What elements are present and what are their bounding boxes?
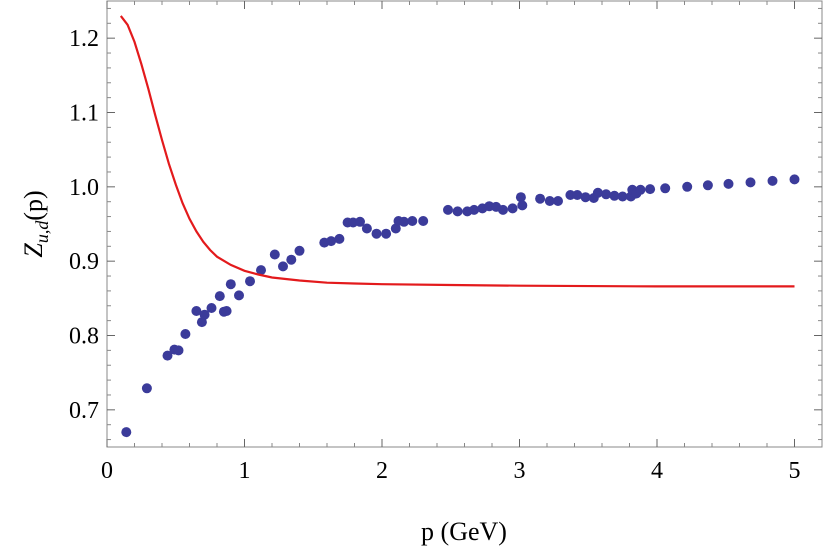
- y-axis-title: Zu,d(p): [19, 190, 52, 257]
- data-point: [180, 329, 191, 339]
- plot-frame: [106, 0, 823, 448]
- data-point: [162, 350, 173, 361]
- data-point: [121, 427, 132, 438]
- y-tick-label: 0.8: [69, 324, 99, 350]
- data-point: [326, 236, 337, 247]
- data-point: [723, 178, 734, 189]
- data-point: [452, 206, 463, 217]
- data-point: [381, 228, 392, 239]
- y-axis-title-main: Z: [19, 243, 48, 258]
- data-point: [544, 196, 555, 206]
- data-point: [334, 233, 345, 244]
- data-point: [635, 184, 646, 195]
- data-point: [294, 245, 305, 256]
- data-point: [565, 190, 576, 200]
- data-point: [199, 309, 210, 320]
- y-axis-title-tail: (p): [19, 190, 48, 220]
- data-point: [399, 216, 409, 227]
- data-point: [517, 200, 528, 211]
- data-point: [371, 228, 382, 239]
- data-point: [256, 265, 266, 276]
- y-tick-label: 0.7: [69, 398, 99, 424]
- data-point: [682, 181, 693, 192]
- data-point: [245, 276, 255, 287]
- data-point: [214, 291, 225, 302]
- x-tick-label: 1: [239, 458, 251, 484]
- data-point: [361, 223, 372, 234]
- data-point: [278, 261, 288, 272]
- data-point: [443, 204, 453, 215]
- data-point: [767, 175, 778, 186]
- x-axis: 0 1 2 3 4 5: [101, 1, 801, 484]
- y-axis-title-text: Zu,d(p): [19, 190, 52, 257]
- data-point: [355, 216, 365, 227]
- data-point: [572, 190, 583, 200]
- data-point: [609, 190, 620, 201]
- data-point: [234, 290, 244, 301]
- x-tick-label: 3: [514, 458, 526, 484]
- y-tick-label: 1.1: [69, 101, 99, 127]
- data-point: [141, 383, 152, 394]
- x-axis-title: p (GeV): [421, 517, 507, 546]
- y-tick-label: 1.2: [69, 26, 99, 52]
- x-tick-label: 2: [376, 458, 388, 484]
- data-point: [469, 204, 480, 215]
- data-point: [390, 223, 401, 234]
- data-point: [286, 254, 297, 265]
- data-point: [660, 183, 671, 194]
- data-point: [206, 303, 217, 313]
- y-axis: 0.7 0.8 0.9 1.0 1.1 1.2: [69, 7, 822, 441]
- data-point: [515, 192, 526, 203]
- x-tick-label: 4: [651, 458, 663, 484]
- data-point: [592, 187, 603, 198]
- data-point: [407, 216, 418, 226]
- data-point: [418, 216, 429, 226]
- data-point: [225, 279, 236, 290]
- plot-area: 0 1 2 3 4 5 0.7 0.8 0.9 1.0 1.1 1.2: [69, 0, 823, 484]
- data-point: [535, 193, 546, 204]
- data-point: [191, 306, 202, 316]
- data-point: [580, 192, 591, 203]
- data-point: [745, 177, 756, 188]
- y-tick-label: 0.9: [69, 249, 99, 275]
- x-tick-label: 5: [789, 458, 801, 484]
- fit-curve: [119, 15, 795, 288]
- data-point: [507, 203, 518, 214]
- data-point: [269, 249, 280, 260]
- data-point: [601, 189, 612, 200]
- series-layer: [119, 15, 800, 438]
- data-point: [645, 184, 656, 195]
- data-point: [553, 196, 563, 206]
- data-point: [498, 204, 508, 215]
- data-point: [702, 180, 713, 191]
- data-point: [617, 191, 628, 202]
- y-axis-title-sub: u,d: [32, 220, 52, 244]
- data-point: [789, 174, 800, 185]
- data-point: [221, 306, 232, 316]
- data-point: [173, 345, 184, 356]
- x-tick-label: 0: [101, 458, 113, 484]
- y-tick-label: 1.0: [69, 175, 99, 201]
